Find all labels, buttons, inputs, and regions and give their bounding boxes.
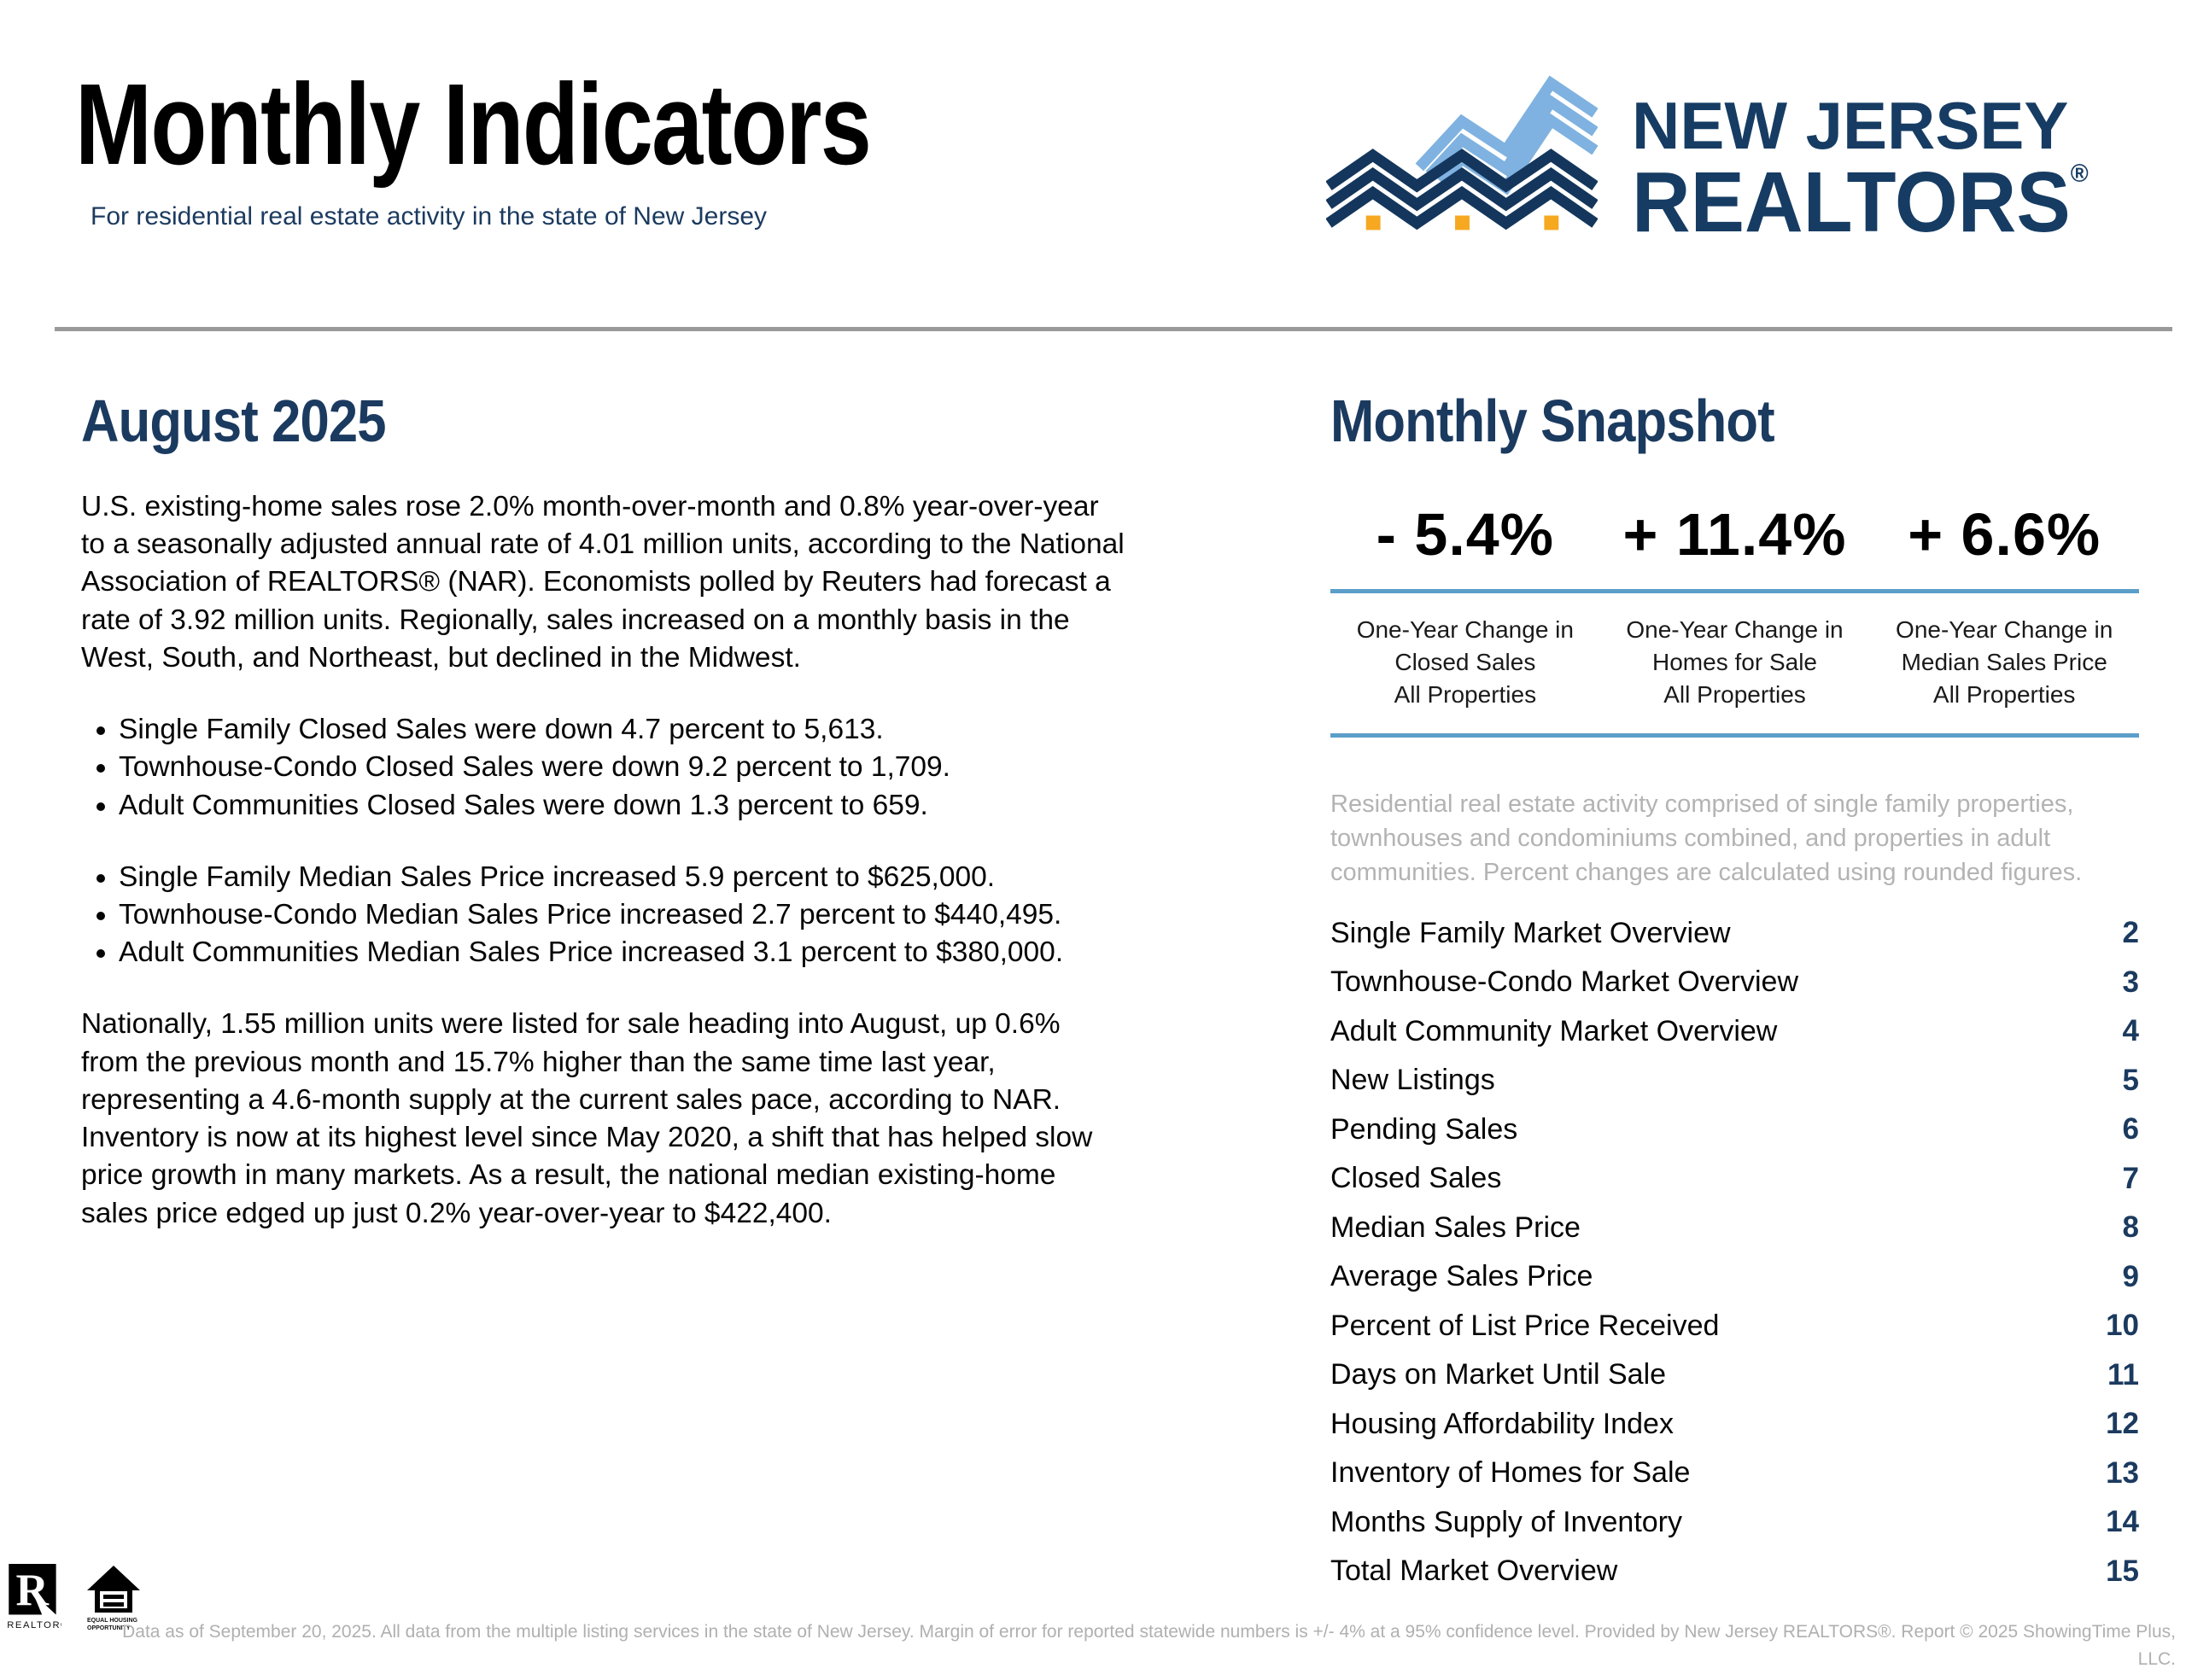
- toc-entry-page-number: 15: [2106, 1554, 2139, 1588]
- realtor-icon: R REALTOR®: [7, 1564, 61, 1630]
- toc-entry[interactable]: Adult Community Market Overview 4: [1330, 1006, 2139, 1056]
- toc-entry-label: Housing Affordability Index: [1330, 1407, 1674, 1440]
- toc-entry-label: Single Family Market Overview: [1330, 916, 1731, 949]
- toc-entry-page-number: 4: [2122, 1014, 2139, 1048]
- toc-entry[interactable]: Single Family Market Overview 2: [1330, 908, 2139, 958]
- toc-entry-page-number: 9: [2122, 1259, 2139, 1293]
- page-subtitle: For residential real estate activity in …: [91, 201, 768, 230]
- toc-entry-label: Average Sales Price: [1330, 1260, 1593, 1293]
- bullet-item: Townhouse-Condo Closed Sales were down 9…: [119, 749, 1242, 786]
- toc-entry-label: Closed Sales: [1330, 1162, 1502, 1195]
- inventory-paragraph: Nationally, 1.55 million units were list…: [81, 1008, 1093, 1229]
- nj-realtors-logo: NEW JERSEY REALTORS®: [1326, 61, 2113, 251]
- toc-entry[interactable]: Housing Affordability Index 12: [1330, 1399, 2139, 1449]
- toc-entry-label: New Listings: [1330, 1064, 1495, 1097]
- logo-line-realtors: REALTORS®: [1632, 155, 2089, 251]
- toc-entry-page-number: 3: [2122, 965, 2139, 999]
- toc-entry-page-number: 13: [2106, 1455, 2139, 1490]
- methodology-note: Residential real estate activity compris…: [1330, 790, 2083, 887]
- bullet-item: Adult Communities Closed Sales were down…: [119, 787, 1242, 825]
- toc-entry-label: Median Sales Price: [1330, 1210, 1581, 1244]
- footer-logos: R REALTOR® EQUAL HOUSING OPPORTUNITY: [7, 1564, 142, 1634]
- toc-entry-label: Inventory of Homes for Sale: [1330, 1456, 1691, 1490]
- stat-homes-for-sale-change: + 11.4%: [1622, 501, 1847, 568]
- toc-entry-label: Total Market Overview: [1330, 1555, 1618, 1588]
- bullet-item: Single Family Closed Sales were down 4.7…: [119, 711, 1242, 749]
- stat-closed-sales-label: One-Year Change in Closed Sales All Prop…: [1356, 616, 1574, 709]
- commentary-section: August 2025 U.S. existing-home sales ros…: [81, 388, 1242, 1233]
- stat-closed-sales-change: - 5.4%: [1376, 501, 1554, 568]
- toc-entry[interactable]: New Listings 5: [1330, 1056, 2139, 1105]
- toc-entry[interactable]: Percent of List Price Received 10: [1330, 1301, 2139, 1350]
- toc-entry-label: Townhouse-Condo Market Overview: [1330, 965, 1799, 999]
- toc-entry[interactable]: Days on Market Until Sale 11: [1330, 1350, 2139, 1400]
- report-header: Monthly Indicators For residential real …: [75, 61, 1069, 231]
- median-price-bullets: Single Family Median Sales Price increas…: [81, 859, 1242, 972]
- toc-entry-page-number: 6: [2122, 1112, 2139, 1146]
- toc-entry[interactable]: Closed Sales 7: [1330, 1154, 2139, 1204]
- toc-entry-page-number: 10: [2106, 1309, 2139, 1343]
- svg-text:EQUAL HOUSING: EQUAL HOUSING: [87, 1618, 138, 1624]
- snapshot-heading: Monthly Snapshot: [1330, 388, 1775, 454]
- toc-entry-label: Percent of List Price Received: [1330, 1309, 1720, 1342]
- page-title: Monthly Indicators: [75, 60, 872, 189]
- header-divider: [55, 327, 2172, 331]
- national-summary-paragraph: U.S. existing-home sales rose 2.0% month…: [81, 491, 1125, 674]
- toc-entry-page-number: 8: [2122, 1210, 2139, 1245]
- table-of-contents: Single Family Market Overview 2 Townhous…: [1330, 908, 2139, 1595]
- bullet-item: Townhouse-Condo Median Sales Price incre…: [119, 896, 1242, 934]
- stat-median-price-label: One-Year Change in Median Sales Price Al…: [1896, 616, 2113, 709]
- footer-disclaimer: Data as of September 20, 2025. All data …: [122, 1622, 2176, 1669]
- equal-housing-icon: EQUAL HOUSING OPPORTUNITY: [87, 1566, 140, 1631]
- closed-sales-bullets: Single Family Closed Sales were down 4.7…: [81, 711, 1242, 825]
- stat-homes-for-sale-label: One-Year Change in Homes for Sale All Pr…: [1626, 616, 1844, 709]
- svg-text:REALTOR®: REALTOR®: [7, 1620, 61, 1630]
- toc-entry[interactable]: Months Supply of Inventory 14: [1330, 1497, 2139, 1547]
- toc-entry-page-number: 11: [2107, 1357, 2139, 1391]
- snapshot-divider-bottom: [1330, 733, 2139, 738]
- bullet-item: Adult Communities Median Sales Price inc…: [119, 934, 1242, 971]
- toc-entry-label: Adult Community Market Overview: [1330, 1014, 1778, 1047]
- toc-entry[interactable]: Inventory of Homes for Sale 13: [1330, 1449, 2139, 1498]
- toc-entry-label: Months Supply of Inventory: [1330, 1505, 1683, 1538]
- bullet-item: Single Family Median Sales Price increas…: [119, 859, 1242, 896]
- snapshot-divider-top: [1330, 589, 2139, 593]
- toc-entry-page-number: 2: [2122, 916, 2139, 950]
- toc-entry[interactable]: Total Market Overview 15: [1330, 1547, 2139, 1596]
- toc-entry-page-number: 5: [2122, 1063, 2139, 1097]
- monthly-snapshot-section: Monthly Snapshot - 5.4% + 11.4% + 6.6% O…: [1330, 388, 2139, 1595]
- nj-realtors-logo-text: NEW JERSEY REALTORS®: [1632, 88, 2113, 251]
- registered-mark: ®: [2070, 160, 2089, 189]
- logo-line-new-jersey: NEW JERSEY: [1632, 88, 2069, 163]
- svg-text:OPPORTUNITY: OPPORTUNITY: [87, 1625, 131, 1631]
- stat-median-price-change: + 6.6%: [1908, 501, 2101, 568]
- snapshot-stats-values: - 5.4% + 11.4% + 6.6%: [1330, 500, 2139, 569]
- toc-entry-label: Pending Sales: [1330, 1112, 1518, 1146]
- toc-entry-label: Days on Market Until Sale: [1330, 1358, 1667, 1391]
- month-heading: August 2025: [81, 388, 386, 454]
- toc-entry[interactable]: Median Sales Price 8: [1330, 1203, 2139, 1252]
- toc-entry[interactable]: Average Sales Price 9: [1330, 1252, 2139, 1302]
- toc-entry[interactable]: Pending Sales 6: [1330, 1105, 2139, 1154]
- snapshot-stats-labels: One-Year Change in Closed Sales All Prop…: [1330, 593, 2139, 733]
- toc-entry-page-number: 7: [2122, 1161, 2139, 1195]
- nj-realtors-logo-icon: [1326, 75, 1598, 230]
- toc-entry[interactable]: Townhouse-Condo Market Overview 3: [1330, 958, 2139, 1007]
- toc-entry-page-number: 12: [2106, 1407, 2139, 1441]
- toc-entry-page-number: 14: [2106, 1505, 2139, 1539]
